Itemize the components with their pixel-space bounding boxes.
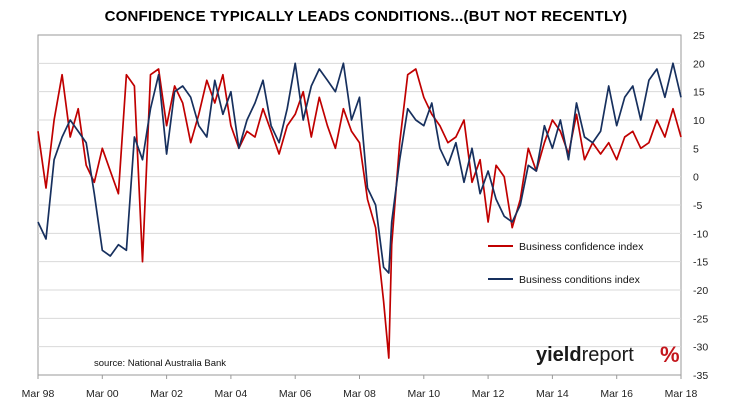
y-tick-label: -20: [693, 285, 708, 297]
logo-part1: yield: [536, 344, 582, 366]
y-tick-label: 20: [693, 58, 705, 70]
x-tick-label: Mar 04: [215, 388, 248, 400]
legend-label-confidence: Business confidence index: [519, 241, 644, 253]
x-tick-label: Mar 12: [472, 388, 505, 400]
series-line-confidence: [37, 68, 682, 359]
x-tick-label: Mar 14: [536, 388, 569, 400]
x-tick-label: Mar 00: [86, 388, 119, 400]
y-tick-label: -30: [693, 342, 708, 354]
logo-percent-sign: %: [660, 342, 680, 367]
x-tick-label: Mar 98: [22, 388, 55, 400]
y-tick-label: 25: [693, 30, 705, 42]
legend: Business confidence index Business condi…: [488, 241, 644, 286]
y-tick-label: -35: [693, 370, 708, 382]
x-tick-label: Mar 08: [343, 388, 376, 400]
x-tick-label: Mar 06: [279, 388, 312, 400]
x-tick-label: Mar 18: [665, 388, 698, 400]
y-axis-tick-labels: 25 20 15 10 5 0 -5 -10 -15 -20 -25 -30 -35: [693, 30, 708, 382]
x-tick-label: Mar 10: [407, 388, 440, 400]
legend-label-conditions: Business conditions index: [519, 274, 641, 286]
y-tick-label: 5: [693, 143, 699, 155]
y-tick-label: -10: [693, 228, 708, 240]
y-tick-label: 15: [693, 87, 705, 99]
y-tick-label: 0: [693, 172, 699, 184]
series-lines: [37, 62, 682, 359]
x-tick-label: Mar 16: [600, 388, 633, 400]
y-tick-label: -5: [693, 200, 702, 212]
logo-text: yieldreport: [536, 344, 634, 366]
yieldreport-logo: yieldreport %: [536, 342, 680, 367]
y-tick-label: -15: [693, 257, 708, 269]
y-tick-label: -25: [693, 313, 708, 325]
source-note: source: National Australia Bank: [94, 358, 226, 369]
x-axis-tick-labels: Mar 98 Mar 00 Mar 02 Mar 04 Mar 06 Mar 08 Mar …: [22, 375, 698, 400]
series-line-conditions: [37, 62, 682, 274]
gridlines: [38, 62, 681, 348]
chart-title: CONFIDENCE TYPICALLY LEADS CONDITIONS...…: [104, 8, 628, 25]
x-tick-label: Mar 02: [150, 388, 183, 400]
y-tick-label: 10: [693, 115, 705, 127]
logo-part2: report: [582, 344, 635, 366]
